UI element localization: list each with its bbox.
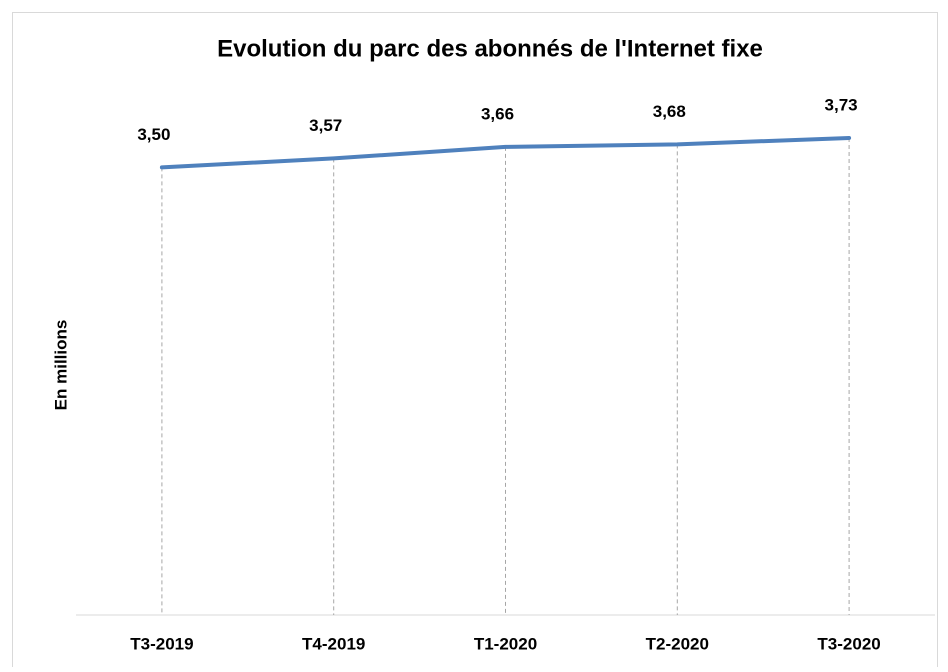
chart-title: Evolution du parc des abonnés de l'Inter… — [217, 35, 763, 62]
x-tick-label: T3-2020 — [817, 634, 880, 653]
data-label: 3,57 — [309, 116, 342, 135]
data-label: 3,66 — [481, 104, 514, 123]
data-label: 3,50 — [137, 125, 170, 144]
x-tick-label: T2-2020 — [646, 634, 709, 653]
x-tick-label: T4-2019 — [302, 634, 365, 653]
data-label: 3,68 — [653, 102, 686, 121]
data-label: 3,73 — [825, 95, 858, 114]
chart-border — [12, 12, 938, 672]
series-line — [159, 135, 852, 170]
y-axis-label: En millions — [51, 320, 70, 411]
x-tick-label: T3-2019 — [130, 634, 193, 653]
x-tick-label: T1-2020 — [474, 634, 537, 653]
